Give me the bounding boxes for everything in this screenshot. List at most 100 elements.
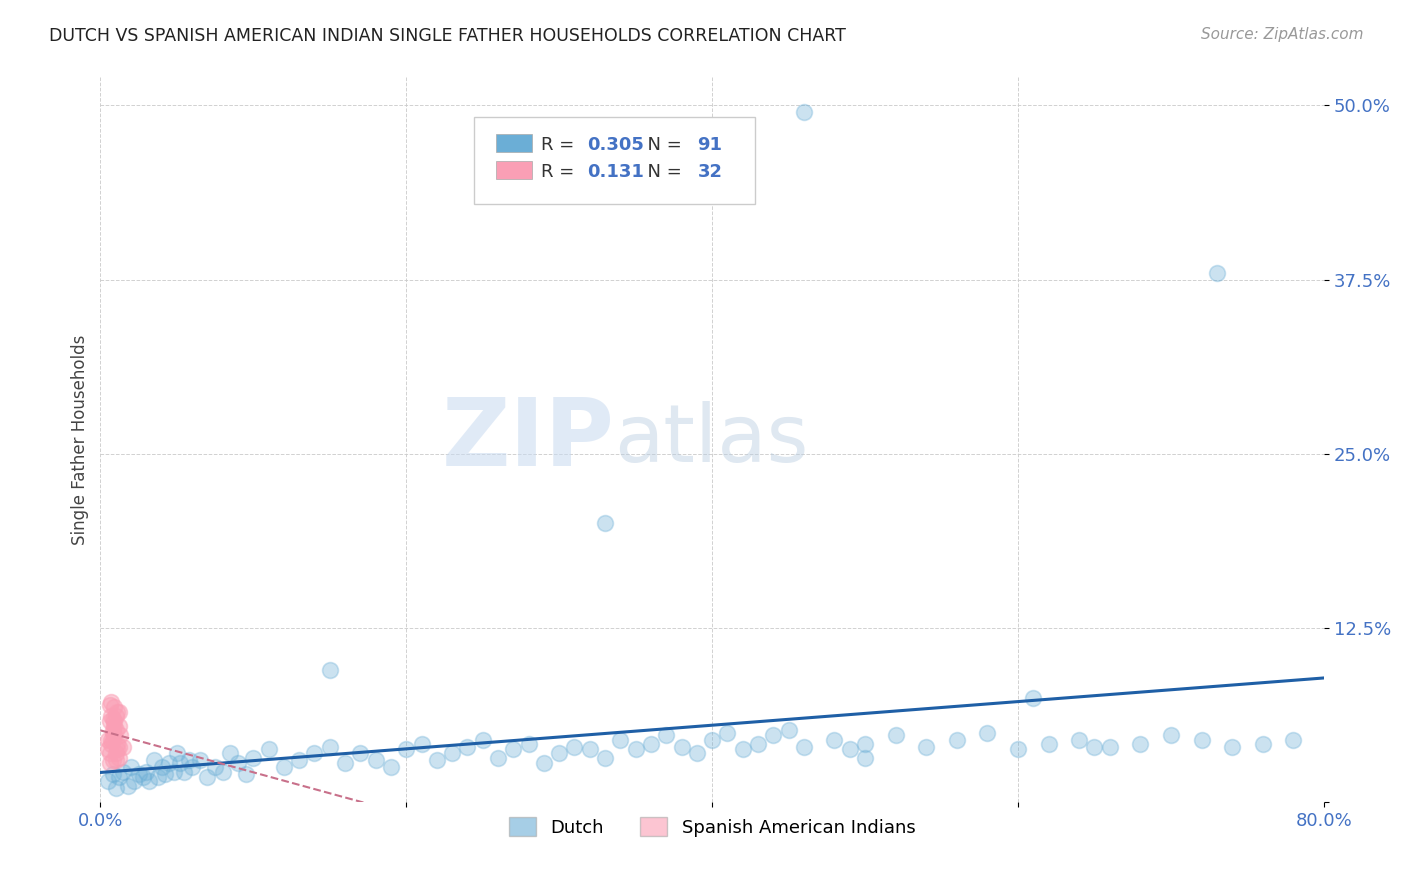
Point — [319, 663, 342, 677]
Text: 0.305: 0.305 — [588, 136, 644, 153]
Point — [333, 756, 356, 771]
Point — [471, 732, 494, 747]
Point — [762, 728, 785, 742]
Point — [97, 774, 120, 789]
Point — [793, 105, 815, 120]
Point — [107, 750, 129, 764]
Point — [104, 754, 127, 768]
Bar — [495, 161, 533, 179]
Point — [441, 747, 464, 761]
Point — [1282, 732, 1305, 747]
Point — [135, 764, 157, 779]
Point — [655, 728, 678, 742]
Point — [349, 747, 371, 761]
Point — [100, 695, 122, 709]
Point — [132, 770, 155, 784]
Point — [101, 723, 124, 737]
Point — [1191, 732, 1213, 747]
Point — [107, 770, 129, 784]
Point — [686, 747, 709, 761]
Text: R =: R = — [541, 136, 579, 153]
Point — [110, 728, 132, 742]
Point — [1160, 728, 1182, 742]
Text: DUTCH VS SPANISH AMERICAN INDIAN SINGLE FATHER HOUSEHOLDS CORRELATION CHART: DUTCH VS SPANISH AMERICAN INDIAN SINGLE … — [49, 27, 846, 45]
Point — [853, 737, 876, 751]
Point — [101, 712, 124, 726]
Point — [884, 728, 907, 742]
Point — [117, 779, 139, 793]
Point — [288, 754, 311, 768]
Point — [486, 750, 509, 764]
Point — [173, 764, 195, 779]
Point — [778, 723, 800, 737]
Point — [304, 747, 326, 761]
Point — [98, 756, 121, 771]
Point — [731, 742, 754, 756]
Point — [105, 742, 128, 756]
Point — [319, 739, 342, 754]
Text: N =: N = — [637, 136, 688, 153]
Point — [101, 732, 124, 747]
Point — [824, 732, 846, 747]
Point — [181, 760, 204, 774]
Point — [97, 732, 120, 747]
Point — [640, 737, 662, 751]
Point — [188, 754, 211, 768]
Point — [235, 767, 257, 781]
Point — [456, 739, 478, 754]
Point — [100, 709, 122, 723]
Point — [395, 742, 418, 756]
Point — [226, 756, 249, 771]
Point — [112, 764, 135, 779]
Point — [747, 737, 769, 751]
Point — [105, 705, 128, 719]
Y-axis label: Single Father Households: Single Father Households — [72, 334, 89, 545]
Point — [593, 516, 616, 531]
Point — [103, 700, 125, 714]
Point — [426, 754, 449, 768]
Point — [197, 770, 219, 784]
Point — [257, 742, 280, 756]
Point — [1098, 739, 1121, 754]
Point — [1069, 732, 1091, 747]
Point — [915, 739, 938, 754]
Text: ZIP: ZIP — [441, 394, 614, 486]
Point — [204, 760, 226, 774]
Point — [517, 737, 540, 751]
Point — [120, 760, 142, 774]
Point — [104, 781, 127, 796]
Point — [100, 732, 122, 747]
Point — [578, 742, 600, 756]
Point — [122, 774, 145, 789]
Point — [157, 756, 180, 771]
Point — [169, 756, 191, 771]
Point — [211, 764, 233, 779]
Legend: Dutch, Spanish American Indians: Dutch, Spanish American Indians — [502, 810, 922, 844]
Point — [101, 754, 124, 768]
Point — [716, 725, 738, 739]
Point — [166, 747, 188, 761]
Text: 91: 91 — [697, 136, 723, 153]
Point — [1022, 690, 1045, 705]
Text: Source: ZipAtlas.com: Source: ZipAtlas.com — [1201, 27, 1364, 42]
Point — [101, 767, 124, 781]
Point — [97, 742, 120, 756]
Point — [411, 737, 433, 751]
Point — [150, 760, 173, 774]
Point — [593, 750, 616, 764]
Point — [101, 725, 124, 739]
Point — [853, 750, 876, 764]
Point — [142, 754, 165, 768]
Point — [838, 742, 860, 756]
Point — [1007, 742, 1029, 756]
Point — [533, 756, 555, 771]
Point — [1129, 737, 1152, 751]
Point — [177, 754, 200, 768]
Point — [1220, 739, 1243, 754]
Point — [700, 732, 723, 747]
Point — [1205, 266, 1227, 280]
Point — [128, 767, 150, 781]
Point — [98, 714, 121, 729]
Point — [107, 705, 129, 719]
Point — [219, 747, 242, 761]
